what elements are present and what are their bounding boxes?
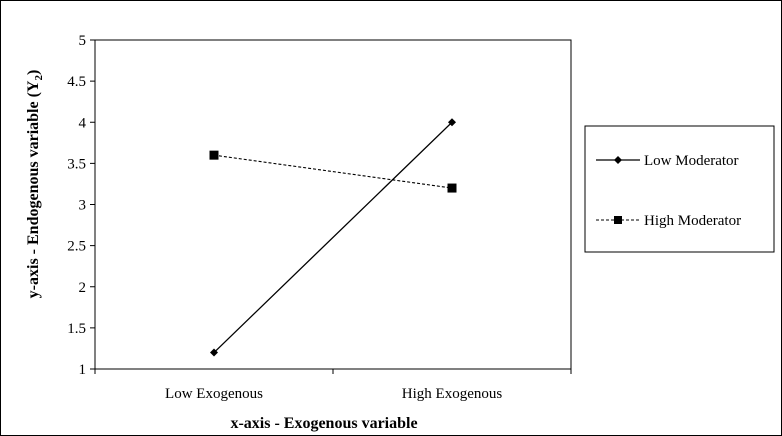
legend-box <box>584 125 775 253</box>
y-tick-label: 2 <box>79 280 87 296</box>
data-point-low-moderator <box>448 118 456 127</box>
data-point-low-moderator <box>210 348 218 357</box>
y-tick-label: 4 <box>79 115 87 131</box>
series-layer <box>209 118 457 357</box>
legend-label-low-moderator: Low Moderator <box>644 153 739 169</box>
y-tick-label: 4.5 <box>67 74 86 90</box>
legend-marker-high-moderator <box>614 216 622 224</box>
y-tick-label: 1 <box>79 362 87 378</box>
x-axis-ticks: Low Exogenous High Exogenous <box>94 369 572 402</box>
y-axis-title: y-axis - Endogenous variable (Y2) <box>25 70 45 299</box>
y-axis-ticks: 1 1.5 2 2.5 3 3.5 4 4.5 5 <box>67 33 95 378</box>
legend-label-high-moderator: High Moderator <box>644 213 741 229</box>
x-axis-title: x-axis - Exogenous variable <box>230 415 417 432</box>
y-tick-label: 1.5 <box>67 321 86 337</box>
y-tick-label: 3.5 <box>67 156 86 172</box>
y-axis-title-end: ) <box>25 70 42 75</box>
legend-marker-low-moderator <box>614 156 622 164</box>
data-point-high-moderator <box>447 183 457 193</box>
series-line-low-moderator <box>213 121 453 354</box>
y-tick-label: 3 <box>79 198 87 214</box>
y-axis-title-subscript: 2 <box>33 75 45 81</box>
legend: Low Moderator High Moderator <box>584 125 775 253</box>
data-point-high-moderator <box>209 150 219 160</box>
x-tick-label: Low Exogenous <box>165 386 263 402</box>
y-tick-label: 5 <box>79 33 87 49</box>
plot-area <box>94 39 572 370</box>
y-axis-title-main: y-axis - Endogenous variable (Y <box>25 80 42 298</box>
y-tick-label: 2.5 <box>67 239 86 255</box>
x-tick-label: High Exogenous <box>402 386 503 402</box>
series-line-high-moderator <box>213 154 453 189</box>
